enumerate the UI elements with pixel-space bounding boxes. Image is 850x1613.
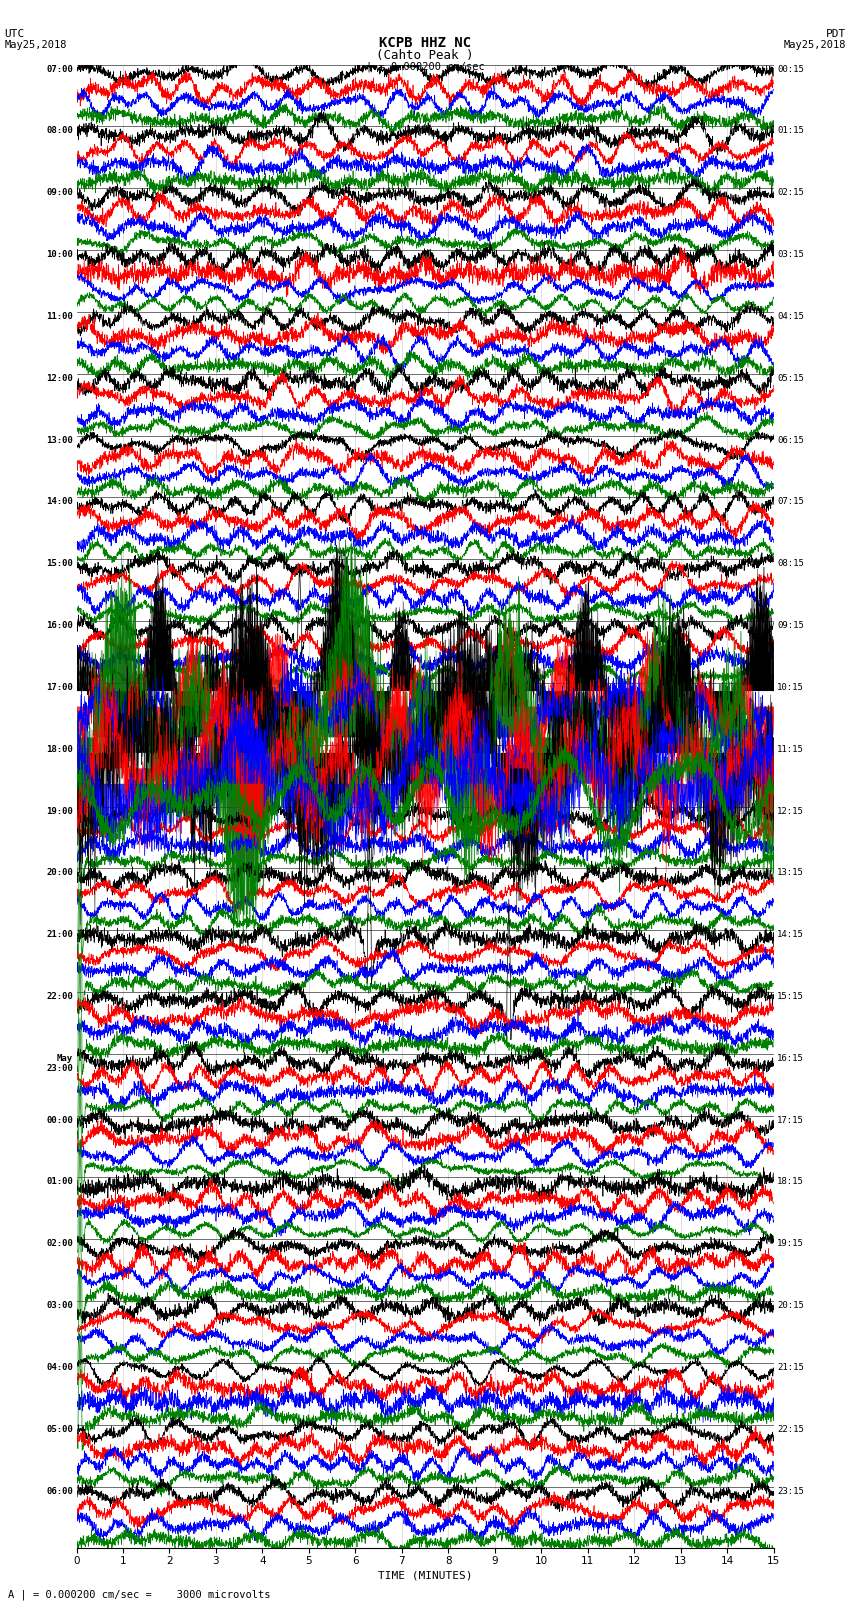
Text: 02:00: 02:00: [46, 1239, 73, 1248]
Text: 13:15: 13:15: [777, 868, 804, 877]
Text: 03:15: 03:15: [777, 250, 804, 260]
Text: 04:00: 04:00: [46, 1363, 73, 1373]
Text: May
23:00: May 23:00: [46, 1053, 73, 1073]
Text: 06:15: 06:15: [777, 436, 804, 445]
Text: 07:00: 07:00: [46, 65, 73, 74]
Text: May25,2018: May25,2018: [783, 40, 846, 50]
Text: 14:00: 14:00: [46, 497, 73, 506]
Text: 07:15: 07:15: [777, 497, 804, 506]
Text: 09:15: 09:15: [777, 621, 804, 631]
Text: PDT: PDT: [825, 29, 846, 39]
Text: 15:00: 15:00: [46, 560, 73, 568]
Text: 14:15: 14:15: [777, 931, 804, 939]
Text: 13:00: 13:00: [46, 436, 73, 445]
Text: 05:00: 05:00: [46, 1424, 73, 1434]
Text: 03:00: 03:00: [46, 1302, 73, 1310]
Text: 19:15: 19:15: [777, 1239, 804, 1248]
Text: 21:15: 21:15: [777, 1363, 804, 1373]
Text: 18:00: 18:00: [46, 745, 73, 753]
X-axis label: TIME (MINUTES): TIME (MINUTES): [377, 1571, 473, 1581]
Text: 00:00: 00:00: [46, 1116, 73, 1124]
Text: 08:00: 08:00: [46, 126, 73, 135]
Text: 10:00: 10:00: [46, 250, 73, 260]
Text: 16:00: 16:00: [46, 621, 73, 631]
Text: 22:15: 22:15: [777, 1424, 804, 1434]
Text: 20:00: 20:00: [46, 868, 73, 877]
Text: 17:15: 17:15: [777, 1116, 804, 1124]
Text: 05:15: 05:15: [777, 374, 804, 382]
Text: 20:15: 20:15: [777, 1302, 804, 1310]
Text: 02:15: 02:15: [777, 189, 804, 197]
Text: 01:00: 01:00: [46, 1177, 73, 1187]
Text: 16:15: 16:15: [777, 1053, 804, 1063]
Text: 01:15: 01:15: [777, 126, 804, 135]
Text: 11:15: 11:15: [777, 745, 804, 753]
Text: UTC: UTC: [4, 29, 25, 39]
Text: (Cahto Peak ): (Cahto Peak ): [377, 50, 473, 63]
Text: 10:15: 10:15: [777, 682, 804, 692]
Text: 22:00: 22:00: [46, 992, 73, 1002]
Text: 21:00: 21:00: [46, 931, 73, 939]
Text: 19:00: 19:00: [46, 806, 73, 816]
Text: 09:00: 09:00: [46, 189, 73, 197]
Text: 11:00: 11:00: [46, 311, 73, 321]
Text: 04:15: 04:15: [777, 311, 804, 321]
Text: 08:15: 08:15: [777, 560, 804, 568]
Text: A | = 0.000200 cm/sec =    3000 microvolts: A | = 0.000200 cm/sec = 3000 microvolts: [8, 1589, 271, 1600]
Text: 17:00: 17:00: [46, 682, 73, 692]
Text: 23:15: 23:15: [777, 1487, 804, 1495]
Text: 15:15: 15:15: [777, 992, 804, 1002]
Text: May25,2018: May25,2018: [4, 40, 67, 50]
Text: 00:15: 00:15: [777, 65, 804, 74]
Text: 12:15: 12:15: [777, 806, 804, 816]
Text: 18:15: 18:15: [777, 1177, 804, 1187]
Text: 12:00: 12:00: [46, 374, 73, 382]
Text: KCPB HHZ NC: KCPB HHZ NC: [379, 37, 471, 50]
Text: | = 0.000200 cm/sec: | = 0.000200 cm/sec: [366, 61, 484, 73]
Text: 06:00: 06:00: [46, 1487, 73, 1495]
